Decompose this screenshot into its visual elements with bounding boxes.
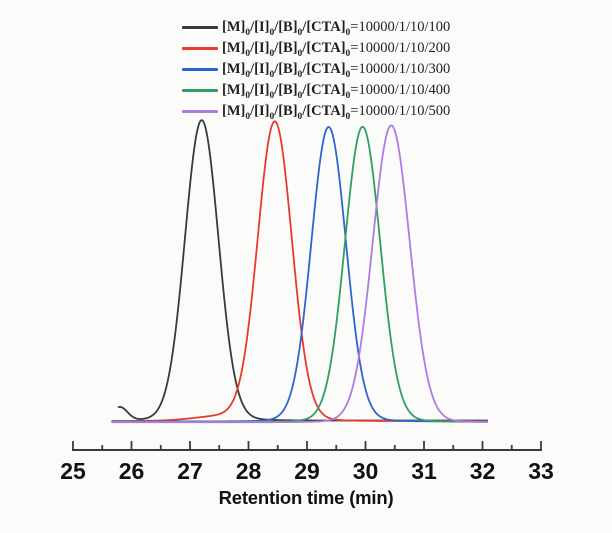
curve-series-5 bbox=[111, 124, 489, 424]
x-tick-label: 33 bbox=[528, 458, 554, 484]
legend-item-5: [M]0/[I]0/[B]0/[CTA]0=10000/1/10/500 bbox=[182, 101, 450, 122]
x-tick-label: 28 bbox=[236, 458, 262, 484]
x-tick-label: 31 bbox=[411, 458, 437, 484]
legend-item-1: [M]0/[I]0/[B]0/[CTA]0=10000/1/10/100 bbox=[182, 17, 450, 38]
legend-line-swatch bbox=[182, 110, 218, 113]
legend-line-swatch bbox=[182, 26, 218, 29]
curve-series-1 bbox=[117, 119, 489, 422]
legend: [M]0/[I]0/[B]0/[CTA]0=10000/1/10/100 [M]0… bbox=[182, 17, 450, 122]
legend-label: [M]0/[I]0/[B]0/[CTA]0=10000/1/10/300 bbox=[222, 61, 451, 81]
x-tick-label: 25 bbox=[60, 458, 86, 484]
x-tick-label: 27 bbox=[177, 458, 203, 484]
x-tick-label: 30 bbox=[353, 458, 379, 484]
legend-label: [M]0/[I]0/[B]0/[CTA]0=10000/1/10/500 bbox=[222, 103, 451, 123]
legend-label: [M]0/[I]0/[B]0/[CTA]0=10000/1/10/200 bbox=[222, 40, 451, 60]
legend-item-4: [M]0/[I]0/[B]0/[CTA]0=10000/1/10/400 bbox=[182, 80, 450, 101]
legend-line-swatch bbox=[182, 68, 218, 71]
legend-line-swatch bbox=[182, 89, 218, 92]
x-tick-label: 29 bbox=[294, 458, 320, 484]
legend-label: [M]0/[I]0/[B]0/[CTA]0=10000/1/10/400 bbox=[222, 82, 451, 102]
x-tick-label: 32 bbox=[470, 458, 496, 484]
legend-item-3: [M]0/[I]0/[B]0/[CTA]0=10000/1/10/300 bbox=[182, 59, 450, 80]
legend-item-2: [M]0/[I]0/[B]0/[CTA]0=10000/1/10/200 bbox=[182, 38, 450, 59]
legend-label: [M]0/[I]0/[B]0/[CTA]0=10000/1/10/100 bbox=[222, 19, 451, 39]
x-tick-label: 26 bbox=[119, 458, 145, 484]
legend-line-swatch bbox=[182, 47, 218, 50]
x-axis-title: Retention time (min) bbox=[218, 487, 394, 508]
